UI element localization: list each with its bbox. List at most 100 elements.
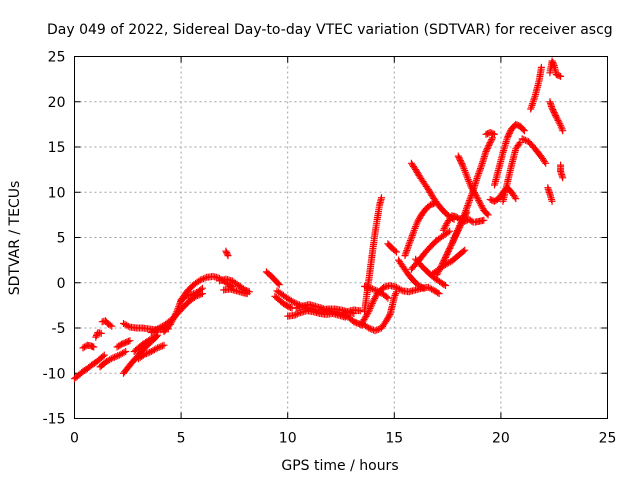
data-points [71, 57, 567, 383]
data-point [483, 145, 491, 152]
data-point [537, 63, 545, 71]
data-point [443, 250, 451, 258]
data-point [169, 316, 177, 324]
data-point [550, 60, 557, 68]
data-point [505, 131, 513, 139]
data-point [549, 106, 557, 114]
data-point [440, 256, 448, 264]
data-point [437, 263, 445, 270]
data-point [486, 140, 493, 148]
data-point [552, 112, 560, 120]
data-point [365, 306, 373, 314]
data-point [520, 127, 528, 135]
data-point [168, 317, 176, 325]
y-tick-label: 5 [57, 231, 66, 247]
data-point [473, 193, 481, 201]
data-point [122, 348, 130, 355]
data-point [476, 200, 484, 208]
data-point [364, 309, 372, 317]
data-point [467, 193, 475, 201]
data-point [484, 143, 492, 151]
data-point [318, 304, 326, 312]
data-point [92, 333, 100, 341]
data-point [454, 152, 462, 160]
data-point [478, 203, 486, 211]
data-point [553, 115, 561, 123]
data-point [551, 110, 559, 118]
data-point [441, 255, 449, 263]
data-point [436, 264, 444, 272]
data-point [109, 354, 117, 362]
data-point [152, 333, 159, 341]
data-point [519, 126, 527, 134]
data-point [483, 210, 491, 218]
data-point [406, 237, 414, 244]
data-point [471, 190, 479, 198]
data-point [370, 296, 378, 304]
data-point [170, 313, 178, 320]
data-point [356, 307, 364, 315]
data-point [511, 193, 519, 201]
data-point [446, 244, 454, 252]
data-point [188, 291, 196, 298]
data-point [442, 282, 449, 289]
y-tick-label: 20 [48, 95, 66, 111]
data-point [439, 226, 447, 234]
data-point [295, 309, 303, 317]
data-point [442, 253, 449, 261]
data-point [442, 221, 450, 229]
data-point [483, 146, 491, 154]
data-point [114, 352, 122, 360]
data-point [275, 281, 283, 289]
data-point [367, 303, 375, 311]
data-point [436, 266, 443, 274]
x-axis-label: GPS time / hours [281, 458, 398, 474]
y-tick-label: 10 [48, 185, 66, 201]
data-point [444, 249, 452, 257]
data-point [530, 96, 538, 104]
data-point [146, 348, 154, 356]
data-point [454, 227, 461, 235]
data-point [446, 243, 454, 251]
data-point [542, 159, 550, 167]
data-point [420, 284, 428, 292]
data-point [548, 57, 556, 65]
data-point [459, 247, 467, 255]
data-point [456, 220, 464, 228]
data-point [447, 241, 455, 249]
data-point [448, 240, 456, 248]
data-point [550, 109, 558, 117]
data-point [435, 290, 443, 298]
data-point [201, 274, 209, 282]
data-point [384, 294, 392, 302]
data-point [224, 252, 232, 260]
data-point [449, 237, 457, 244]
x-tick-label: 25 [599, 431, 617, 447]
data-point [170, 314, 178, 322]
data-point [484, 211, 492, 219]
data-point [223, 250, 231, 258]
data-point [557, 72, 565, 80]
y-tick-label: 25 [48, 50, 66, 66]
data-point [439, 259, 447, 267]
data-point [541, 158, 549, 166]
data-point [154, 344, 162, 352]
data-point [367, 284, 375, 292]
data-point [471, 189, 478, 197]
data-point [439, 258, 447, 266]
data-point [366, 304, 374, 312]
data-point [434, 289, 442, 297]
data-point [106, 321, 114, 329]
data-point [200, 275, 207, 283]
data-point [97, 329, 105, 337]
data-point [191, 289, 199, 297]
x-tick-label: 5 [177, 431, 186, 447]
data-point [368, 299, 376, 307]
data-point [167, 319, 175, 327]
data-point [520, 136, 528, 143]
data-point [108, 322, 116, 330]
data-point [197, 285, 205, 293]
data-point [480, 216, 488, 224]
data-point [372, 293, 379, 301]
